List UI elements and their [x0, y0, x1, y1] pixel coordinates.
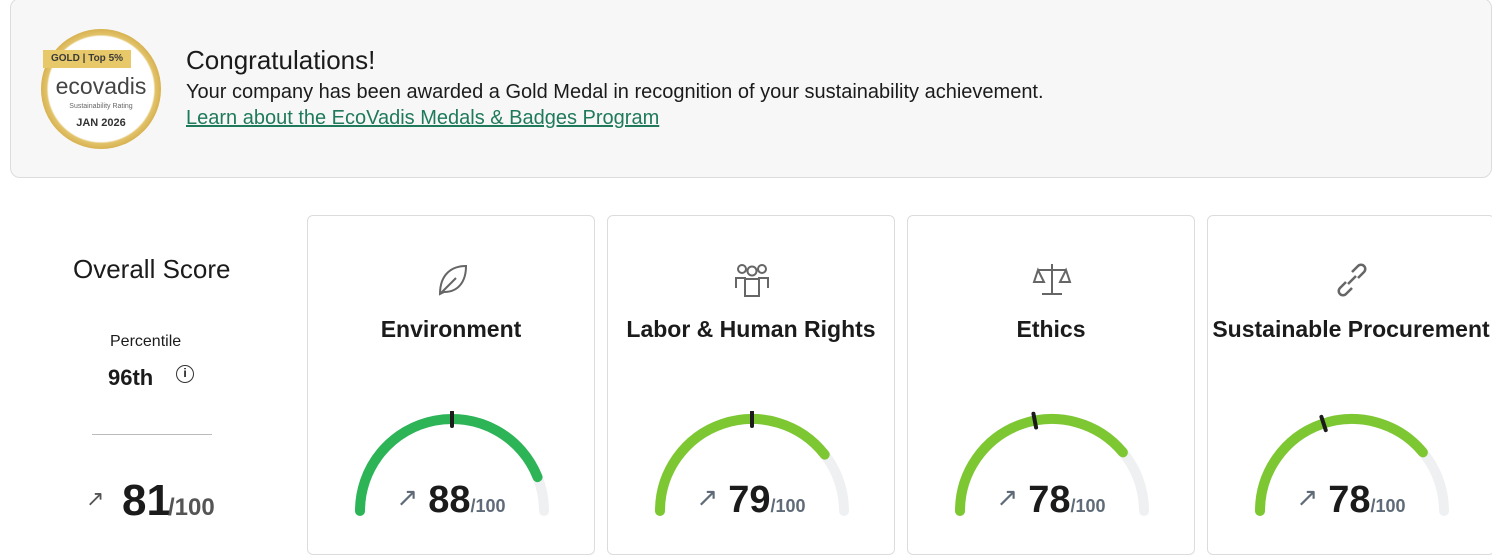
banner-title: Congratulations!	[186, 45, 376, 75]
theme-card-environment[interactable]: Environment ↗ 88/100	[307, 215, 595, 555]
theme-name: Environment	[380, 316, 522, 342]
gauge-fill	[955, 414, 1128, 516]
score-gauge	[1255, 414, 1449, 516]
divider	[92, 434, 212, 435]
theme-name: Ethics	[1016, 316, 1086, 342]
theme-score: ↗ 79/100	[608, 479, 894, 522]
gauge-fill	[355, 414, 543, 516]
overall-score-title: Overall Score	[73, 254, 231, 284]
overall-score-max: /100	[168, 494, 215, 521]
gauge-fill	[655, 414, 830, 516]
score-value: 78	[1028, 479, 1071, 521]
people-icon	[735, 264, 769, 297]
score-max: /100	[770, 496, 806, 516]
medals-program-link[interactable]: Learn about the EcoVadis Medals & Badges…	[186, 107, 660, 129]
link-icon	[1337, 263, 1367, 297]
trend-up-icon: ↗	[1296, 482, 1319, 512]
medal-date: JAN 2026	[76, 117, 126, 129]
theme-score: ↗ 78/100	[1208, 479, 1492, 522]
trend-up-icon: ↗	[86, 486, 105, 511]
theme-card-sustainable-procurement[interactable]: Sustainable Procurement ↗ 78/100	[1207, 215, 1492, 555]
gold-medal-badge: GOLD | Top 5% ecovadis Sustainability Ra…	[41, 29, 161, 149]
score-max: /100	[1370, 496, 1406, 516]
trend-up-icon: ↗	[996, 482, 1019, 512]
percentile-label: Percentile	[110, 333, 182, 350]
theme-card-labor-human-rights[interactable]: Labor & Human Rights ↗ 79/100	[607, 215, 895, 555]
gauge-average-marker	[1319, 414, 1328, 433]
medal-logo: ecovadis	[55, 73, 147, 99]
score-value: 79	[728, 479, 771, 521]
theme-score: ↗ 88/100	[308, 479, 594, 522]
leaf-icon	[438, 264, 468, 296]
theme-score: ↗ 78/100	[908, 479, 1194, 522]
medal-level: GOLD | Top 5%	[43, 50, 131, 68]
scales-icon	[1032, 264, 1072, 295]
score-gauge	[655, 411, 849, 516]
score-gauge	[955, 411, 1149, 516]
overall-score-value: 81	[122, 476, 171, 525]
score-value: 78	[1328, 479, 1371, 521]
score-value: 88	[428, 479, 471, 521]
banner-message: Your company has been awarded a Gold Med…	[186, 81, 1044, 103]
info-icon[interactable]: i	[176, 365, 194, 383]
trend-up-icon: ↗	[696, 482, 719, 512]
medal-banner: GOLD | Top 5% ecovadis Sustainability Ra…	[10, 0, 1492, 178]
theme-name: Sustainable Procurement	[1212, 316, 1490, 342]
theme-name: Labor & Human Rights	[626, 316, 876, 342]
score-max: /100	[470, 496, 506, 516]
medal-subtitle: Sustainability Rating	[69, 103, 133, 110]
score-gauge	[355, 411, 549, 516]
theme-card-ethics[interactable]: Ethics ↗ 78/100	[907, 215, 1195, 555]
percentile-value: 96th	[108, 365, 154, 390]
score-max: /100	[1070, 496, 1106, 516]
gauge-fill	[1255, 414, 1428, 516]
trend-up-icon: ↗	[396, 482, 419, 512]
gauge-average-marker	[1031, 411, 1039, 430]
